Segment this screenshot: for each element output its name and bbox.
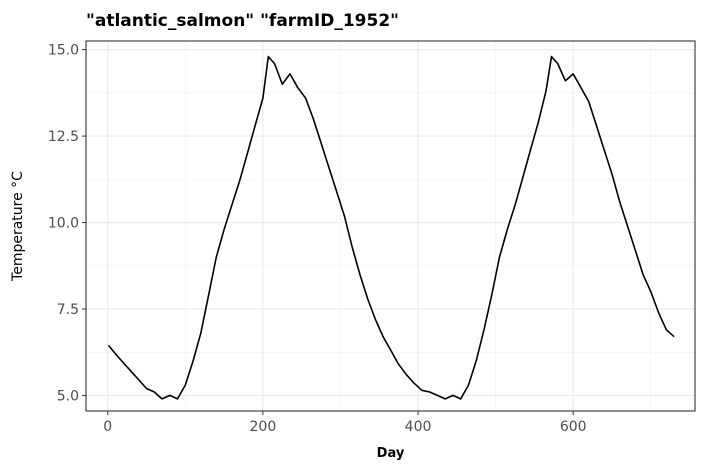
x-tick-label: 400: [405, 419, 432, 435]
series-line: [107, 55, 675, 400]
x-tick-label: 0: [103, 419, 112, 435]
plot-panel: [86, 41, 695, 411]
minor-gridlines: [86, 41, 695, 411]
y-tick-label: 7.5: [57, 302, 79, 318]
y-tick-label: 10.0: [48, 216, 79, 232]
chart-title: "atlantic_salmon" "farmID_1952": [86, 11, 399, 31]
series-layer: [107, 55, 675, 400]
y-tick-label: 5.0: [57, 388, 79, 404]
x-tick-label: 600: [560, 419, 587, 435]
x-axis-title: Day: [377, 446, 405, 461]
y-tick-label: 15.0: [48, 43, 79, 59]
x-tick-label: 200: [250, 419, 277, 435]
x-axis: 0 200 400 600: [103, 411, 587, 435]
y-tick-label: 12.5: [48, 129, 79, 145]
major-gridlines: [86, 41, 695, 411]
y-axis-title: Temperature °C: [10, 171, 26, 282]
y-axis: 5.0 7.5 10.0 12.5 15.0: [48, 43, 86, 404]
panel-border: [85, 40, 696, 412]
